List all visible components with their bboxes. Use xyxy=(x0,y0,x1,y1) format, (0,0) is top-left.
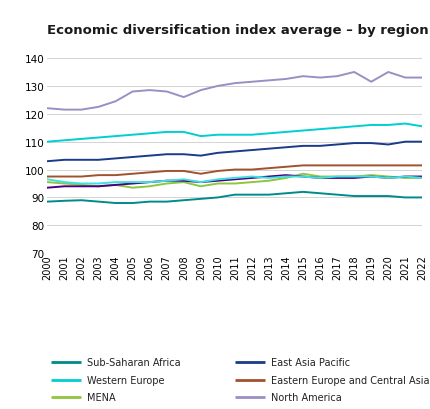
Text: Eastern Europe and Central Asia: Eastern Europe and Central Asia xyxy=(270,375,428,385)
Text: East Asia Pacific: East Asia Pacific xyxy=(270,357,349,367)
Text: Western Europe: Western Europe xyxy=(86,375,164,385)
Text: MENA: MENA xyxy=(86,393,115,402)
Text: Sub-Saharan Africa: Sub-Saharan Africa xyxy=(86,357,180,367)
Text: Economic diversification index average – by region: Economic diversification index average –… xyxy=(47,24,428,37)
Text: North America: North America xyxy=(270,393,341,402)
